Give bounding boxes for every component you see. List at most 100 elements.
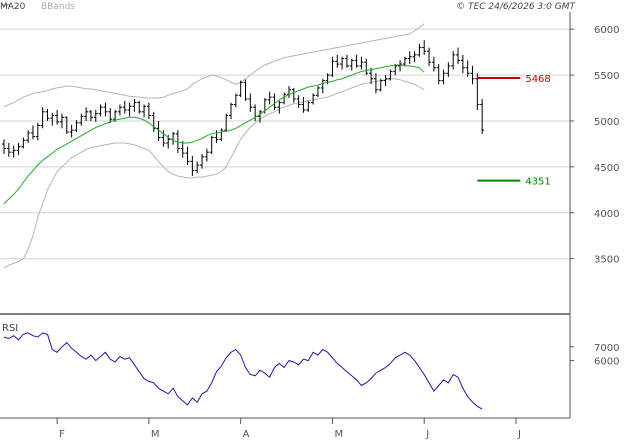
ohlc-bar — [282, 92, 287, 105]
price-tick-label: 6000 — [594, 25, 619, 36]
bband-lower-line — [3, 78, 425, 269]
price-tick-label: 4000 — [594, 209, 619, 220]
ohlc-bar — [74, 120, 79, 132]
ohlc-bar — [103, 102, 108, 117]
ohlc-bar — [45, 109, 50, 121]
ohlc-bar — [209, 135, 214, 155]
ohlc-bar — [480, 98, 485, 134]
price-level-label: 4351 — [525, 177, 550, 188]
ohlc-bar — [257, 109, 262, 123]
ohlc-bar — [195, 161, 200, 174]
copyright-label: © TEC 24/6/2026 3:0 GMT — [456, 2, 576, 12]
ohlc-bar — [64, 116, 69, 134]
ohlc-bar — [340, 56, 345, 70]
ohlc-bar — [393, 64, 398, 76]
ma20-legend-label: MA20 — [0, 2, 26, 12]
price-axis: 3500 4000 4500 5000 5500 6000 — [570, 25, 619, 266]
ohlc-bar — [59, 113, 64, 129]
price-tick-label: 5500 — [594, 71, 619, 82]
rsi-series-line — [3, 332, 483, 410]
ohlc-bar — [335, 54, 340, 68]
ohlc-bar — [204, 148, 209, 162]
ohlc-bar — [369, 67, 374, 85]
ohlc-bar — [465, 60, 470, 77]
ohlc-bar — [69, 124, 74, 138]
ohlc-bar — [132, 98, 137, 112]
ohlc-bar — [460, 54, 465, 74]
ohlc-bar — [214, 130, 219, 144]
ohlc-bar — [407, 51, 412, 65]
bollinger-bands — [3, 23, 425, 269]
ohlc-bar — [291, 87, 296, 103]
ohlc-bar — [286, 86, 291, 99]
ohlc-bar — [6, 143, 11, 157]
ohlc-bar — [93, 109, 98, 122]
ohlc-bar — [431, 56, 436, 72]
ohlc-bar — [344, 54, 349, 68]
ohlc-bar — [16, 143, 21, 155]
time-tick-label: M — [334, 429, 343, 440]
price-level-label: 5468 — [525, 74, 550, 85]
ohlc-bar — [330, 56, 335, 77]
ohlc-bar — [451, 51, 456, 70]
ohlc-bar — [296, 95, 301, 109]
rsi-tick-label: 6000 — [594, 357, 619, 368]
ohlc-bar — [349, 58, 354, 71]
ohlc-bar — [200, 154, 205, 169]
ohlc-bar — [117, 104, 122, 116]
ohlc-bar — [26, 130, 31, 144]
ohlc-bar — [272, 93, 277, 110]
rsi-tick-label: 7000 — [594, 343, 619, 354]
rsi-label: RSI — [2, 323, 18, 334]
ohlc-bar — [422, 40, 427, 55]
time-tick-label: A — [243, 429, 250, 440]
price-tick-label: 3500 — [594, 255, 619, 266]
price-bars — [2, 40, 485, 177]
ohlc-bar — [248, 93, 253, 112]
ohlc-bar — [315, 86, 320, 98]
ohlc-bar — [383, 75, 388, 87]
time-tick-label: M — [151, 429, 160, 440]
ohlc-bar — [301, 97, 306, 113]
moving-average — [3, 64, 425, 204]
ohlc-bar — [171, 132, 176, 145]
ohlc-bar — [21, 137, 26, 149]
ohlc-bar — [427, 47, 432, 66]
time-tick-label: J — [517, 429, 521, 440]
ohlc-bar — [354, 54, 359, 68]
ohlc-bar — [475, 73, 480, 110]
ohlc-bar — [108, 108, 113, 123]
ohlc-bar — [446, 62, 451, 77]
price-tick-label: 5000 — [594, 117, 619, 128]
ohlc-bar — [233, 93, 238, 108]
rsi-line — [3, 332, 483, 410]
ohlc-bar — [398, 60, 403, 72]
ohlc-bar — [146, 102, 151, 120]
ohlc-bar — [55, 109, 60, 125]
time-tick-label: F — [59, 429, 65, 440]
ohlc-bar — [238, 80, 243, 98]
ohlc-bar — [84, 107, 89, 121]
ohlc-bar — [229, 102, 234, 120]
ohlc-bar — [2, 139, 6, 155]
bband-upper-line — [3, 23, 425, 108]
ohlc-bar — [306, 100, 311, 112]
time-tick-label: J — [425, 429, 429, 440]
ohlc-bar — [185, 146, 190, 166]
ohlc-bar — [50, 112, 55, 126]
ohlc-bar — [267, 91, 272, 105]
ohlc-bar — [142, 104, 147, 118]
ohlc-bar — [378, 78, 383, 92]
ohlc-bar — [359, 56, 364, 70]
ohlc-bar — [456, 47, 461, 65]
ohlc-bar — [161, 130, 166, 147]
ohlc-bar — [364, 58, 369, 76]
ma20-line — [3, 64, 425, 204]
rsi-axis: 6000 7000 — [570, 343, 619, 368]
ohlc-bar — [470, 65, 475, 85]
ohlc-bar — [180, 141, 185, 158]
price-panel: 5468 4351 3500 4000 4500 5000 5500 6000 — [0, 23, 619, 269]
ohlc-bar — [98, 104, 103, 117]
ohlc-bar — [388, 69, 393, 81]
